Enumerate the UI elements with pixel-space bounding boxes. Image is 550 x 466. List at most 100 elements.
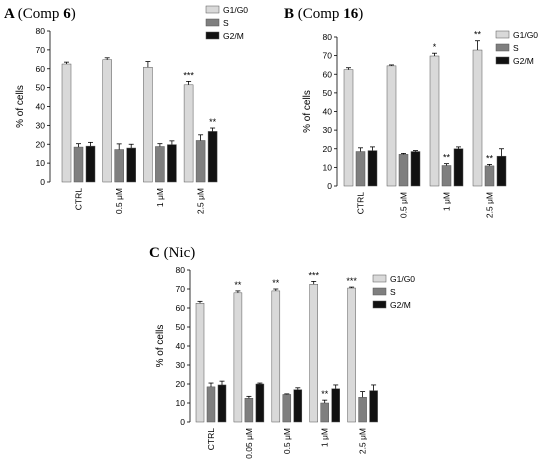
x-tick-label: 2.5 μM xyxy=(196,188,206,214)
bar-s xyxy=(355,151,366,187)
panel-title-prefix: (Comp xyxy=(18,6,63,22)
panel-title-prefix: (Comp xyxy=(298,6,343,22)
significance-label: * xyxy=(433,42,437,52)
x-tick-label: 0.5 μM xyxy=(114,188,124,214)
legend-swatch xyxy=(205,18,220,27)
bar-g2-m xyxy=(217,384,227,423)
bar-g1-g0 xyxy=(472,49,483,187)
bar-s xyxy=(195,140,206,183)
y-axis-label: % of cells xyxy=(302,90,313,133)
panel-title: A (Comp 6) xyxy=(4,6,76,22)
y-tick-label: 80 xyxy=(36,26,46,36)
bar-s xyxy=(155,146,165,183)
legend-swatch xyxy=(205,5,220,14)
panel-letter: B xyxy=(284,6,298,22)
panel-letter: A xyxy=(4,6,18,22)
x-tick-label: 1 μM xyxy=(442,192,452,211)
legend-swatch xyxy=(372,287,387,296)
x-tick-label: 0.5 μM xyxy=(282,428,292,454)
bar-g1-g0 xyxy=(195,303,205,423)
y-tick-label: 20 xyxy=(323,144,333,154)
x-tick-label: 1 μM xyxy=(155,188,165,207)
bar-g2-m xyxy=(167,144,177,183)
x-tick-label: 0.5 μM xyxy=(399,192,409,218)
bar-s xyxy=(206,386,216,423)
legend-label: G1/G0 xyxy=(223,5,248,15)
bar-s xyxy=(358,397,367,423)
x-tick-label: CTRL xyxy=(74,188,84,210)
y-tick-label: 70 xyxy=(36,45,46,55)
bar-g2-m xyxy=(85,145,96,183)
y-tick-label: 40 xyxy=(36,102,46,112)
y-tick-label: 30 xyxy=(36,120,46,130)
y-axis-label: % of cells xyxy=(15,85,26,128)
chart-panel-a: A (Comp 6) 0 10 20 30 40 50 60 70 80 % of cells CTR… xyxy=(4,5,248,214)
legend-label: S xyxy=(390,287,396,297)
panel-title-prefix: (Nic) xyxy=(164,245,196,261)
y-tick-label: 50 xyxy=(176,322,186,332)
bar-g1-g0 xyxy=(309,284,318,423)
bar-s xyxy=(73,146,84,183)
bar-g1-g0 xyxy=(233,292,243,423)
legend-label: S xyxy=(513,43,519,53)
bar-g2-m xyxy=(496,155,507,187)
legend-swatch xyxy=(495,43,510,52)
panel-title-suffix: ) xyxy=(358,6,363,22)
y-tick-label: 0 xyxy=(40,177,45,187)
bar-s xyxy=(244,398,254,423)
y-tick-label: 40 xyxy=(323,107,333,117)
panel-title-bold: 6 xyxy=(63,6,71,22)
x-tick-label: 1 μM xyxy=(320,428,330,447)
y-tick-label: 70 xyxy=(176,284,186,294)
significance-label: ** xyxy=(209,117,217,127)
y-tick-label: 60 xyxy=(323,69,333,79)
significance-label: ** xyxy=(234,280,242,290)
y-tick-label: 10 xyxy=(36,158,46,168)
legend-swatch xyxy=(495,56,510,65)
bar-g1-g0 xyxy=(343,69,354,187)
x-tick-label: 0.05 μM xyxy=(244,428,254,459)
panel-title: C (Nic) xyxy=(149,245,195,261)
y-tick-label: 40 xyxy=(176,341,186,351)
chart-panel-c: C (Nic) 0 10 20 30 40 50 60 70 80 % of cells CTRL **… xyxy=(149,245,415,459)
bar-g1-g0 xyxy=(183,84,194,183)
panel-title: B (Comp 16) xyxy=(284,6,363,22)
panel-title-suffix: ) xyxy=(71,6,76,22)
bar-g1-g0 xyxy=(143,66,153,183)
legend-label: G2/M xyxy=(513,56,534,66)
legend-label: G2/M xyxy=(390,300,411,310)
significance-label: ** xyxy=(474,30,482,40)
bar-g2-m xyxy=(369,390,378,423)
y-tick-label: 60 xyxy=(176,303,186,313)
y-tick-label: 0 xyxy=(327,181,332,191)
y-tick-label: 80 xyxy=(176,265,186,275)
legend-swatch xyxy=(372,274,387,283)
x-tick-label: 2.5 μM xyxy=(485,192,495,218)
x-tick-label: 2.5 μM xyxy=(358,428,368,454)
y-tick-label: 50 xyxy=(36,83,46,93)
bar-g1-g0 xyxy=(271,290,281,423)
y-tick-label: 20 xyxy=(176,379,186,389)
bar-s xyxy=(398,154,409,187)
y-tick-label: 20 xyxy=(36,139,46,149)
y-tick-label: 60 xyxy=(36,64,46,74)
bar-g1-g0 xyxy=(386,65,397,187)
bar-g2-m xyxy=(293,389,303,423)
panel-letter: C xyxy=(149,245,164,261)
y-tick-label: 50 xyxy=(323,88,333,98)
bar-g1-g0 xyxy=(347,287,356,423)
bar-g2-m xyxy=(255,383,265,423)
significance-label: ** xyxy=(321,389,329,399)
significance-label: ** xyxy=(272,278,280,288)
panel-title-bold: 16 xyxy=(343,6,359,22)
bar-s xyxy=(484,165,495,187)
y-tick-label: 30 xyxy=(176,360,186,370)
y-axis-label: % of cells xyxy=(155,325,166,368)
y-tick-label: 10 xyxy=(323,162,333,172)
y-tick-label: 10 xyxy=(176,398,186,408)
y-tick-label: 30 xyxy=(323,125,333,135)
y-tick-label: 70 xyxy=(323,51,333,61)
legend-label: S xyxy=(223,18,229,28)
